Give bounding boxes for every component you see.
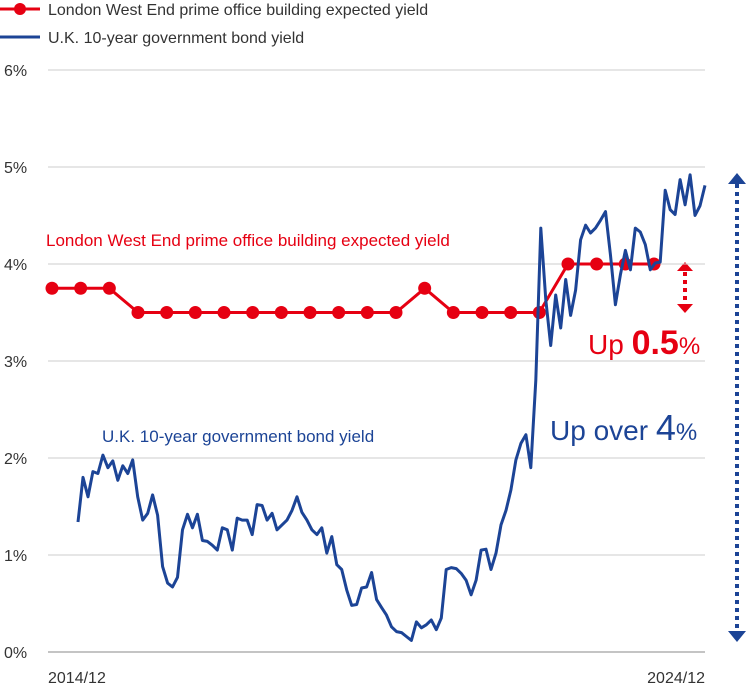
x-tick-label: 2014/12 [48, 670, 106, 685]
legend-label: London West End prime office building ex… [48, 2, 428, 19]
arrow-head [728, 173, 746, 184]
arrow-head [677, 262, 693, 271]
series-marker [45, 281, 59, 295]
series-line [52, 262, 654, 314]
annotation-part: % [679, 333, 700, 360]
annotation-part: Up over [550, 415, 656, 446]
series-marker [217, 306, 231, 319]
change-annotation: Up 0.5% [588, 324, 700, 362]
y-tick-label: 0% [4, 645, 27, 662]
y-tick-label: 1% [4, 548, 27, 565]
series-marker [131, 306, 145, 319]
series-marker [303, 306, 317, 319]
series-marker [446, 306, 460, 319]
series-marker [418, 281, 432, 295]
series-marker [274, 306, 288, 319]
annotation-part: % [676, 419, 697, 446]
series-marker [475, 306, 489, 319]
series-annotation: U.K. 10-year government bond yield [102, 427, 374, 446]
annotation-part: 4 [656, 407, 676, 448]
series-annotation: London West End prime office building ex… [46, 231, 450, 250]
legend-label: U.K. 10-year government bond yield [48, 30, 304, 47]
arrow-head [728, 631, 746, 642]
y-tick-label: 2% [4, 451, 27, 468]
series-marker [246, 306, 260, 319]
legend-marker [14, 3, 26, 15]
series-marker [360, 306, 374, 319]
series-marker [590, 257, 604, 271]
series-marker [504, 306, 518, 319]
series-marker [561, 257, 575, 271]
y-tick-label: 3% [4, 354, 27, 371]
x-tick-label: 2024/12 [647, 670, 705, 685]
series-marker [188, 306, 202, 319]
series-marker [160, 306, 174, 319]
annotation-part: 0.5 [632, 324, 679, 362]
y-tick-label: 4% [4, 257, 27, 274]
y-tick-label: 6% [4, 63, 27, 80]
arrow-head [677, 304, 693, 313]
series-marker [332, 306, 346, 319]
change-annotation: Up over 4% [550, 407, 697, 448]
annotation-part: Up [588, 329, 632, 360]
series-line [76, 173, 707, 642]
series-marker [389, 306, 403, 319]
series-marker [102, 281, 116, 295]
y-tick-label: 5% [4, 160, 27, 177]
series-marker [74, 281, 88, 295]
